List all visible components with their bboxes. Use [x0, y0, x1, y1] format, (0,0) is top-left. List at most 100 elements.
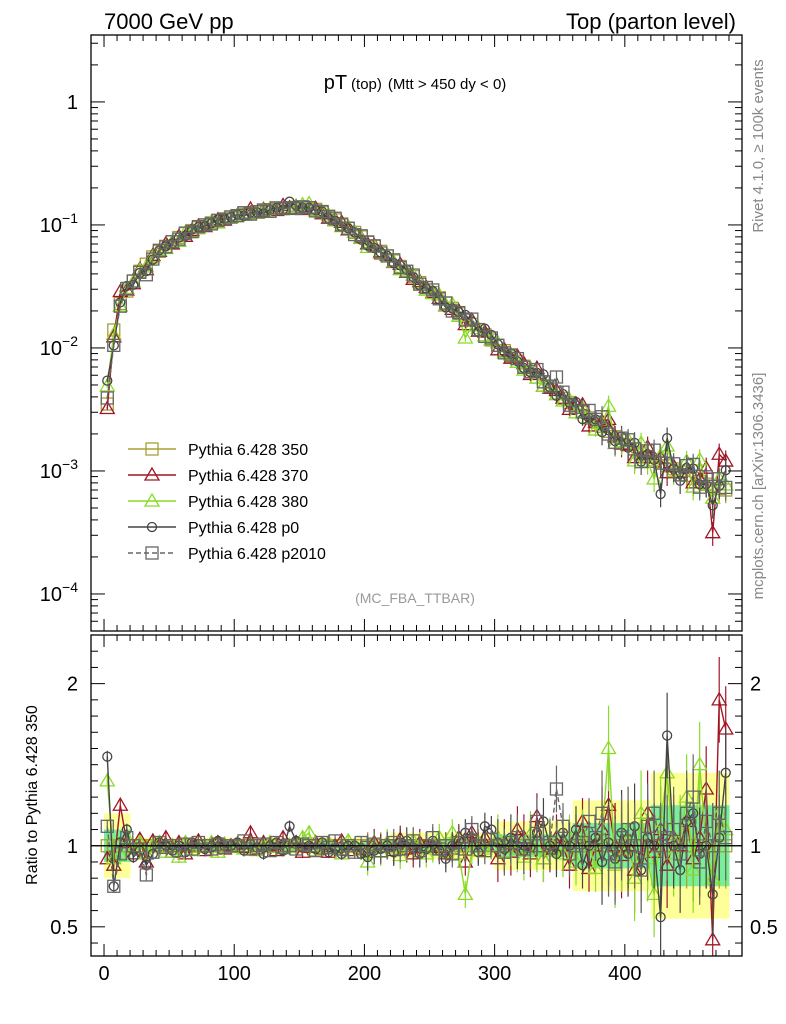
- ratio-point: [457, 853, 474, 868]
- ratio-point: [530, 814, 544, 829]
- y-tick-label: 10−1: [40, 210, 78, 237]
- data-point: [99, 377, 116, 392]
- data-point: [711, 445, 728, 460]
- ratio-point: [685, 861, 702, 876]
- legend-marker: [143, 466, 161, 481]
- y-tick-exponent: −3: [62, 456, 78, 472]
- legend-entry-3: Pythia 6.428 380: [128, 492, 308, 511]
- x-tick-label: 0: [98, 963, 109, 985]
- y-tick-base: 10: [40, 461, 62, 483]
- data-point: [647, 443, 661, 457]
- rivet-label: Rivet 4.1.0, ≥ 100k events: [750, 59, 767, 232]
- ratio-point: [655, 911, 666, 923]
- main-panel: [99, 195, 734, 546]
- ratio-series-5: [100, 754, 733, 913]
- ratio-point: [686, 790, 700, 804]
- data-point: [102, 375, 113, 386]
- ratio-point: [556, 819, 570, 833]
- data-point: [100, 391, 114, 405]
- data-point: [595, 410, 609, 424]
- ratio-point: [551, 848, 562, 860]
- y-tick-exponent: −1: [62, 210, 78, 226]
- y-tick-label: 10−4: [40, 579, 78, 606]
- ratio-point: [543, 835, 557, 850]
- legend-marker: [145, 442, 159, 456]
- data-point: [655, 488, 666, 500]
- legend-marker: [146, 521, 158, 533]
- legend-entry-4: Pythia 6.428 p0: [128, 520, 299, 537]
- y-tick-exponent: −2: [62, 333, 78, 349]
- ratio-tick-label: 1: [67, 836, 78, 858]
- legend-label: Pythia 6.428 380: [188, 494, 308, 511]
- ratio-point: [711, 691, 728, 706]
- ratio-frame: [90, 634, 743, 957]
- analysis-tag: (MC_FBA_TTBAR): [355, 590, 475, 606]
- legend-label: Pythia 6.428 370: [188, 468, 308, 485]
- legend-label: Pythia 6.428 p2010: [188, 546, 326, 563]
- series-line: [106, 200, 727, 508]
- ratio-point: [632, 805, 650, 819]
- title-sub: (top): [351, 76, 382, 93]
- data-point: [112, 283, 129, 298]
- ratio-point: [549, 782, 564, 796]
- data-point: [549, 370, 564, 384]
- ratio-point: [105, 850, 122, 865]
- ratio-point: [113, 847, 127, 861]
- mcplots-label: mcplots.cern.ch [arXiv:1306.3436]: [750, 373, 767, 600]
- y-tick-base: 10: [40, 338, 62, 360]
- ratio-point: [719, 831, 733, 845]
- legend-label: Pythia 6.428 p0: [188, 520, 299, 537]
- data-point: [556, 385, 570, 399]
- series-5: [100, 200, 733, 501]
- y-tick-exponent: −4: [62, 579, 78, 595]
- data-point: [719, 480, 733, 495]
- legend-label: Pythia 6.428 350: [188, 442, 308, 459]
- data-point: [113, 299, 127, 313]
- ratio-ylabel: Ratio to Pythia 6.428 350: [24, 705, 41, 885]
- ratio-point: [704, 931, 721, 946]
- ratio-line: [106, 788, 727, 887]
- ratio-point: [691, 756, 708, 771]
- data-point: [107, 338, 121, 352]
- header-right: Top (parton level): [566, 9, 736, 34]
- legend-marker: [143, 492, 161, 507]
- title-cut: (Mtt > 450 dy < 0): [388, 76, 506, 93]
- ratio-point: [465, 822, 479, 837]
- y-tick-base: 1: [67, 92, 78, 114]
- x-tick-label: 100: [218, 963, 251, 985]
- ratio-point: [177, 845, 194, 860]
- legend-entry-5: Pythia 6.428 p2010: [128, 546, 326, 563]
- title-main: pT: [324, 72, 347, 94]
- ratio-point: [707, 889, 718, 900]
- ratio-point: [457, 886, 474, 901]
- ratio-point: [600, 740, 617, 755]
- plot-title: pT (top) (Mtt > 450 dy < 0): [324, 72, 507, 94]
- ratio-point: [102, 751, 113, 762]
- data-point: [627, 442, 642, 456]
- data-point: [99, 400, 116, 415]
- y-tick-base: 10: [40, 215, 62, 237]
- ratio-point: [139, 868, 153, 882]
- ratio-point: [107, 879, 121, 893]
- header-left: 7000 GeV pp: [104, 9, 234, 34]
- ratio-point: [645, 886, 663, 901]
- ratio-point: [634, 863, 648, 877]
- ratio-point: [458, 842, 472, 856]
- y-tick-label: 10−3: [40, 456, 78, 483]
- data-point: [457, 329, 474, 344]
- data-point: [707, 500, 718, 511]
- x-tick-label: 400: [608, 963, 641, 985]
- legend-marker: [145, 546, 159, 560]
- ratio-point: [284, 821, 295, 832]
- data-point: [139, 268, 153, 282]
- ratio-point: [99, 772, 116, 787]
- ratio-tick-label-right: 0.5: [750, 917, 778, 939]
- ratio-tick-label: 0.5: [50, 917, 78, 939]
- ratio-point: [661, 730, 673, 741]
- ratio-point: [587, 860, 604, 875]
- ratio-point: [100, 819, 114, 833]
- x-tick-label: 200: [348, 963, 381, 985]
- data-point: [661, 433, 673, 444]
- ratio-point: [133, 842, 147, 856]
